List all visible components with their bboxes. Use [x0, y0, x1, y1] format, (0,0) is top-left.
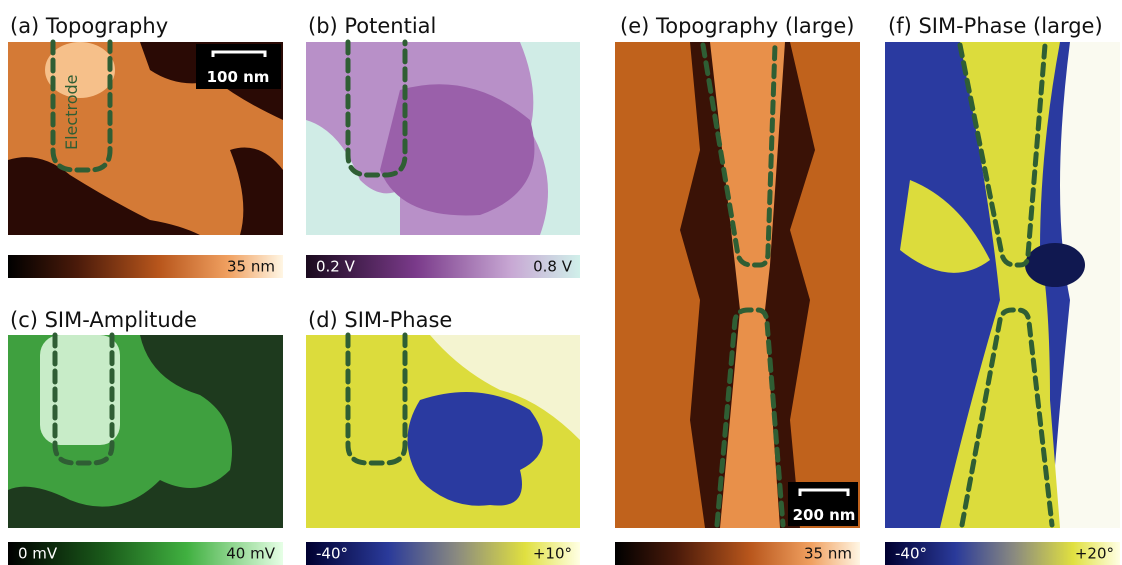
region [1025, 243, 1085, 287]
scale-bar-label: 200 nm [793, 506, 856, 524]
figure: (a) Topography Electrode 100 nm 35 nm (b… [0, 0, 1122, 565]
panel-title: (e) Topography (large) [620, 14, 854, 38]
colorbar-label: 0 mV [18, 545, 58, 563]
colorbar-label: 40 mV [226, 545, 275, 563]
panel-b: (b) Potential 0.2 V 0.8 V [306, 14, 580, 278]
colorbar-label: -40° [316, 545, 348, 563]
panel-e: (e) Topography (large) 200 nm 35 nm [615, 14, 860, 565]
scale-bar-label: 100 nm [207, 68, 270, 86]
panel-title: (c) SIM-Amplitude [10, 308, 197, 332]
panel-title: (d) SIM-Phase [308, 308, 452, 332]
annotation: Electrode [62, 75, 81, 150]
colorbar-label: 35 nm [804, 545, 852, 563]
colorbar-label: 0.2 V [316, 258, 356, 276]
panel-f: (f) SIM-Phase (large) -40° +20° [885, 14, 1120, 565]
panel-title: (b) Potential [308, 14, 436, 38]
panel-d: (d) SIM-Phase -40° +10° [306, 308, 580, 565]
colorbar-label: -40° [895, 545, 927, 563]
region [40, 335, 120, 445]
colorbar-label: 0.8 V [533, 258, 573, 276]
colorbar-label: +10° [533, 545, 572, 563]
colorbar-label: 35 nm [227, 258, 275, 276]
panel-title: (a) Topography [10, 14, 168, 38]
panel-c: (c) SIM-Amplitude 0 mV 40 mV [8, 308, 283, 565]
panel-title: (f) SIM-Phase (large) [888, 14, 1103, 38]
colorbar-label: +20° [1075, 545, 1114, 563]
panel-a: (a) Topography Electrode 100 nm 35 nm [8, 14, 283, 278]
